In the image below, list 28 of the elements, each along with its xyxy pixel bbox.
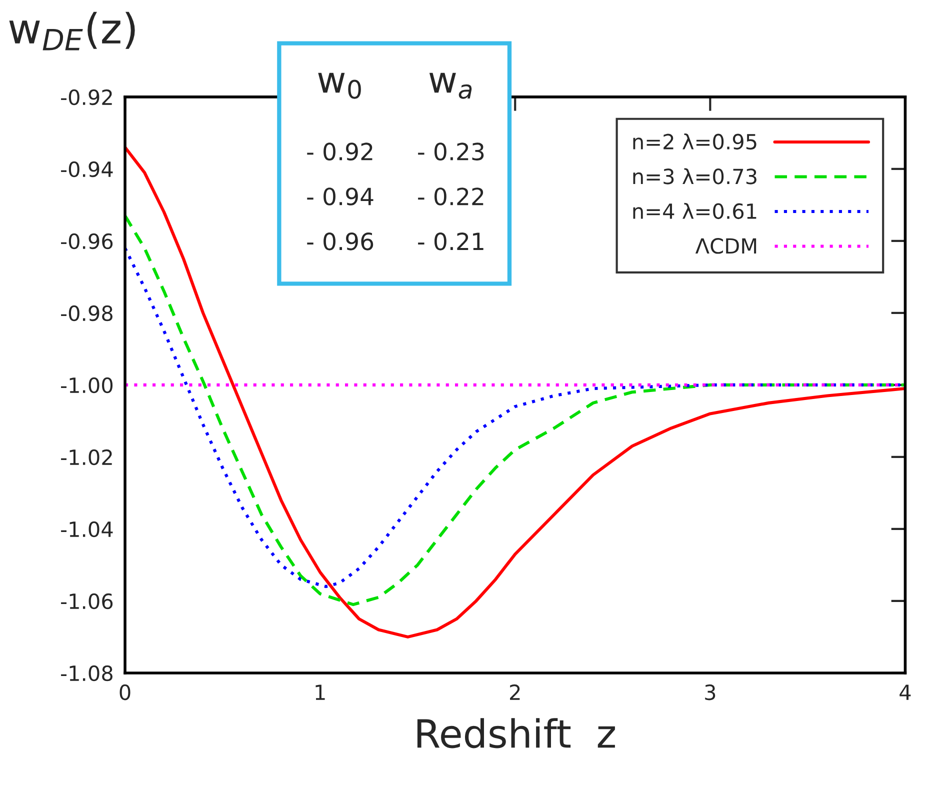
- y-tick-label: -0.94: [61, 161, 113, 178]
- x-tick-label: 4: [900, 684, 911, 700]
- annotation: w$_{a}$: [429, 72, 472, 99]
- y-tick-label: -1.08: [61, 665, 112, 682]
- annotation: - 0.92: [307, 142, 372, 161]
- legend-label: ΛCDM: [695, 238, 756, 254]
- annotation: - 0.22: [418, 188, 484, 206]
- y-tick-label: -0.98: [61, 305, 112, 322]
- legend-label: n=4 λ=0.61: [633, 202, 756, 220]
- y-axis-title: w$_{DE}$(z): [9, 12, 135, 50]
- y-tick-label: -0.96: [61, 233, 113, 250]
- x-tick-label: 0: [120, 684, 130, 700]
- annotation: w$_{0}$: [318, 72, 361, 99]
- y-tick-label: -1.04: [61, 521, 113, 538]
- y-tick-label: -1.02: [61, 449, 112, 466]
- y-tick-label: -1.00: [61, 377, 113, 394]
- x-tick-label: 2: [510, 684, 520, 700]
- y-tick-label: -0.92: [61, 89, 112, 106]
- y-tick-label: -1.06: [61, 593, 113, 610]
- x-axis-title: Redshift z: [417, 718, 615, 748]
- x-tick-label: 3: [705, 684, 716, 700]
- annotation: - 0.21: [418, 232, 484, 250]
- annotation: - 0.94: [307, 188, 374, 206]
- annotation: - 0.23: [418, 142, 484, 161]
- legend-label: n=3 λ=0.73: [633, 168, 756, 184]
- annotation: - 0.96: [307, 232, 374, 250]
- x-tick-label: 1: [316, 684, 325, 700]
- legend-label: n=2 λ=0.95: [633, 133, 756, 150]
